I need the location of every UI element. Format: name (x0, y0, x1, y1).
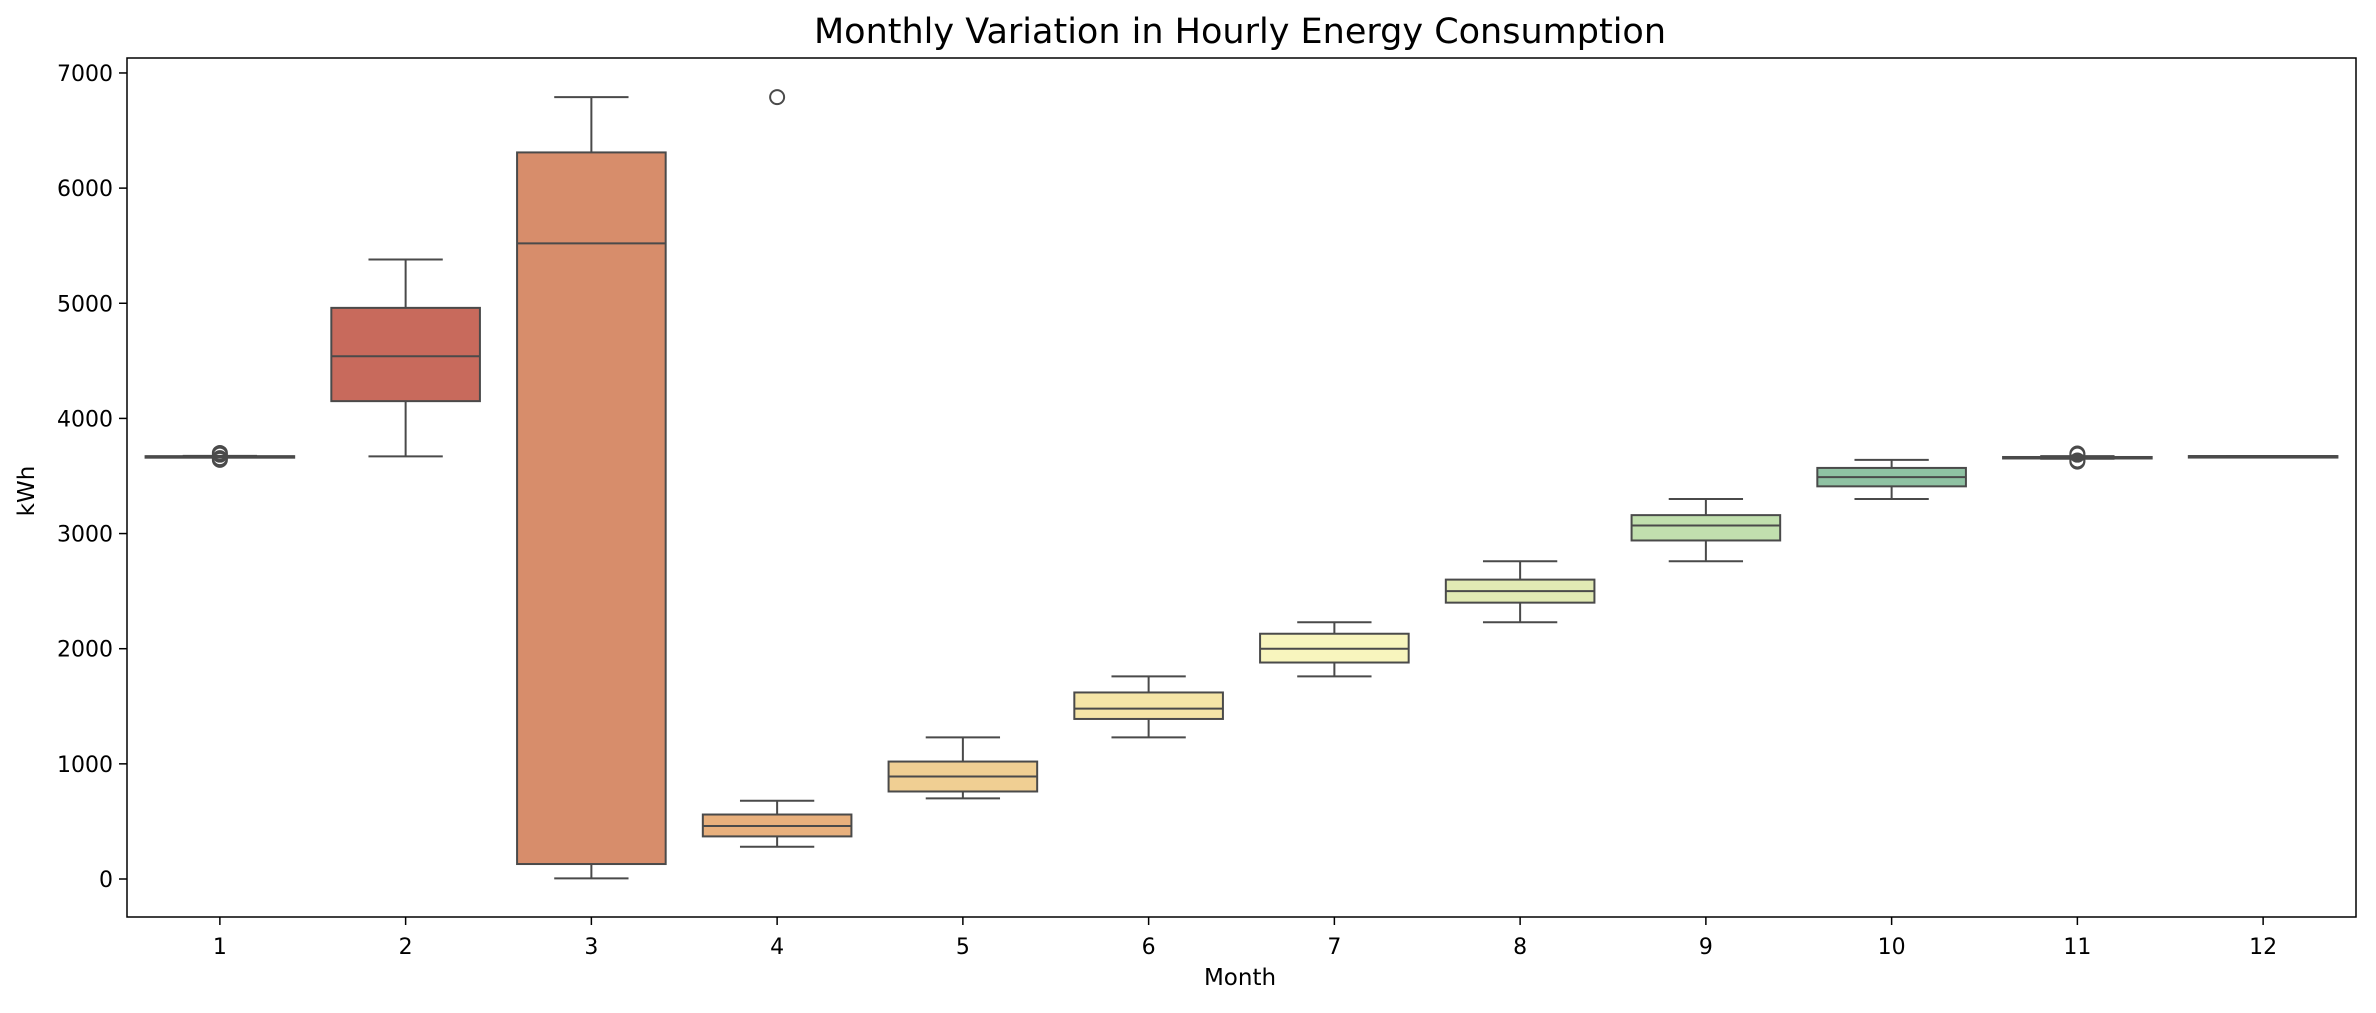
plot-frame (126, 57, 2357, 918)
y-tick-label-0: 0 (99, 868, 113, 893)
x-tick-label-11: 11 (2063, 935, 2091, 960)
y-tick-label-3000: 3000 (57, 523, 113, 548)
x-tick-label-4: 4 (770, 935, 784, 960)
box-3 (516, 151, 667, 866)
x-axis-label: Month (1204, 965, 1276, 991)
box-9 (1630, 514, 1782, 542)
y-tick-label-2000: 2000 (57, 638, 113, 663)
x-tick-label-5: 5 (956, 935, 970, 960)
box-6 (1073, 691, 1224, 720)
x-tick-label-8: 8 (1513, 935, 1527, 960)
box-2 (330, 306, 481, 403)
x-tick-label-6: 6 (1142, 935, 1156, 960)
chart-title: Monthly Variation in Hourly Energy Consu… (814, 12, 1666, 52)
y-tick-label-7000: 7000 (57, 62, 113, 87)
outlier-11-3 (2069, 445, 2086, 462)
x-tick-label-3: 3 (584, 935, 598, 960)
y-axis-label: kWh (14, 466, 40, 517)
y-tick-label-5000: 5000 (57, 292, 113, 317)
x-tick-label-1: 1 (213, 935, 227, 960)
x-tick-label-9: 9 (1699, 935, 1713, 960)
y-tick-label-4000: 4000 (57, 407, 113, 432)
x-tick-label-10: 10 (1878, 935, 1906, 960)
y-tick-label-1000: 1000 (57, 753, 113, 778)
y-tick-label-6000: 6000 (57, 177, 113, 202)
x-tick-label-12: 12 (2249, 935, 2277, 960)
x-tick-label-7: 7 (1327, 935, 1341, 960)
outlier-4-0 (769, 89, 786, 106)
outlier-11-1 (2069, 452, 2086, 469)
x-tick-label-2: 2 (399, 935, 413, 960)
outlier-1-3 (211, 444, 228, 461)
